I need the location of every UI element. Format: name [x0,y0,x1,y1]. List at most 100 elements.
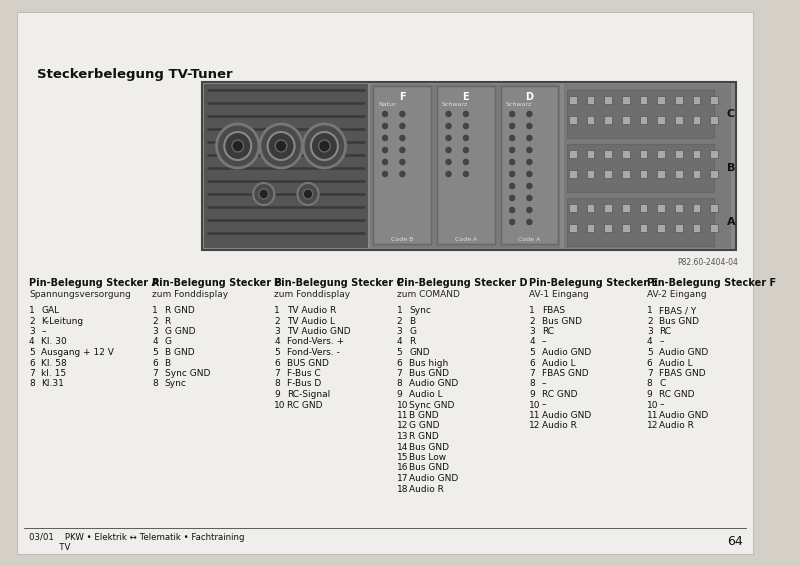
Text: 11: 11 [530,411,541,420]
Text: TV Audio L: TV Audio L [287,316,335,325]
Circle shape [232,140,243,152]
Text: 1: 1 [152,306,158,315]
Text: B GND: B GND [409,411,438,420]
Text: RC: RC [659,327,671,336]
Text: Code A: Code A [454,237,477,242]
Text: K-Leitung: K-Leitung [42,316,83,325]
Text: F-Bus C: F-Bus C [287,369,321,378]
Text: Audio GND: Audio GND [409,379,458,388]
FancyBboxPatch shape [204,84,368,248]
Text: 4: 4 [274,337,280,346]
Text: Fond-Vers. +: Fond-Vers. + [287,337,344,346]
Text: 16: 16 [397,464,408,473]
Text: Sync GND: Sync GND [409,401,454,409]
Bar [693,96,701,104]
Text: A: A [726,217,735,227]
Circle shape [510,219,515,225]
Bar [658,150,665,158]
Circle shape [446,171,451,177]
Text: 10: 10 [397,401,408,409]
Circle shape [510,207,515,213]
Text: FBAS GND: FBAS GND [659,369,706,378]
Circle shape [446,159,451,165]
Text: Bus GND: Bus GND [659,316,699,325]
Circle shape [510,135,515,141]
Text: –: – [659,401,664,409]
Bar [622,224,630,232]
Circle shape [275,140,287,152]
Text: R GND: R GND [409,432,439,441]
Text: B GND: B GND [165,348,194,357]
Circle shape [510,159,515,165]
Bar [640,150,647,158]
Text: Pin-Belegung Stecker A: Pin-Belegung Stecker A [29,278,159,288]
Text: AV-2 Eingang: AV-2 Eingang [647,290,706,299]
Circle shape [463,171,469,177]
Text: Schwarz: Schwarz [442,102,468,107]
Text: Audio L: Audio L [542,358,575,367]
Text: Sync GND: Sync GND [165,369,210,378]
FancyBboxPatch shape [18,12,753,554]
Text: AV-1 Eingang: AV-1 Eingang [530,290,589,299]
Bar [675,96,682,104]
Text: 7: 7 [397,369,402,378]
Text: Pin-Belegung Stecker C: Pin-Belegung Stecker C [274,278,404,288]
Text: 8: 8 [647,379,653,388]
Text: B: B [726,163,735,173]
Text: E: E [462,92,470,102]
Bar [586,204,594,212]
Text: Pin-Belegung Stecker E: Pin-Belegung Stecker E [530,278,658,288]
Circle shape [510,183,515,189]
Bar [569,170,577,178]
Bar [604,204,612,212]
Circle shape [526,195,532,201]
Text: 3: 3 [397,327,402,336]
Bar [710,204,718,212]
Circle shape [382,171,388,177]
Text: 8: 8 [29,379,34,388]
Text: Code B: Code B [391,237,414,242]
Circle shape [382,111,388,117]
Text: –: – [659,337,664,346]
Text: 9: 9 [647,390,653,399]
Text: 4: 4 [397,337,402,346]
Circle shape [399,123,406,129]
Text: 9: 9 [397,390,402,399]
Text: Spannungsversorgung: Spannungsversorgung [29,290,130,299]
Text: C: C [659,379,666,388]
Bar [604,224,612,232]
Text: 7: 7 [647,369,653,378]
Text: Fond-Vers. -: Fond-Vers. - [287,348,340,357]
FancyBboxPatch shape [564,84,730,248]
Bar [586,96,594,104]
Circle shape [463,147,469,153]
Text: Audio R: Audio R [659,422,694,431]
Text: 2: 2 [274,316,280,325]
Circle shape [526,207,532,213]
Circle shape [526,171,532,177]
Text: –: – [542,401,546,409]
Text: zum Fonddisplay: zum Fonddisplay [152,290,228,299]
Bar [675,170,682,178]
Text: G: G [165,337,172,346]
Text: Code A: Code A [518,237,541,242]
Text: G: G [409,327,416,336]
Text: G GND: G GND [409,422,440,431]
Bar [622,96,630,104]
Text: Sync: Sync [409,306,431,315]
Text: F: F [399,92,406,102]
Text: Pin-Belegung Stecker D: Pin-Belegung Stecker D [397,278,527,288]
Text: 1: 1 [29,306,34,315]
Text: 4: 4 [647,337,653,346]
FancyBboxPatch shape [370,84,560,248]
Text: 3: 3 [274,327,280,336]
Text: 8: 8 [152,379,158,388]
Circle shape [463,123,469,129]
Circle shape [318,140,330,152]
Circle shape [463,135,469,141]
Text: FBAS / Y: FBAS / Y [659,306,697,315]
Text: Sync: Sync [165,379,186,388]
Text: zum COMAND: zum COMAND [397,290,459,299]
Text: Audio L: Audio L [659,358,693,367]
Text: GAL: GAL [42,306,59,315]
